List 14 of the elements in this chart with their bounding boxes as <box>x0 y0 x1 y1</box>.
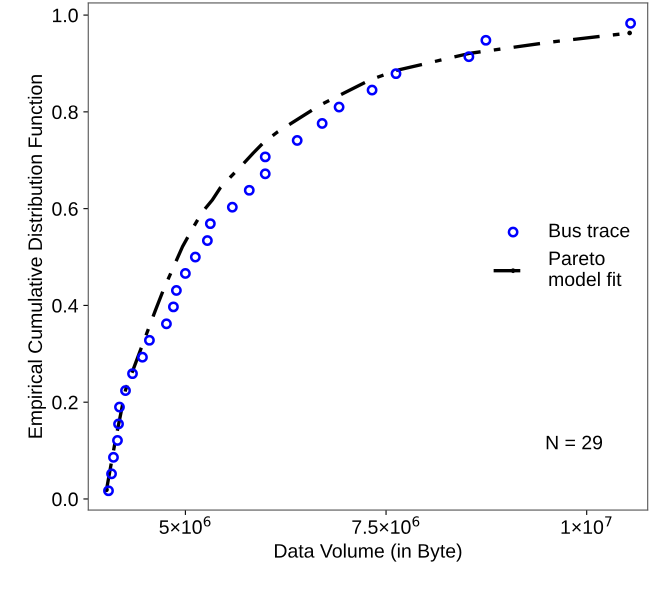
legend-label: Bus trace <box>550 224 630 238</box>
y-tick-label: 0.8 <box>52 105 78 120</box>
y-tick-label: 0.0 <box>52 492 78 506</box>
y-tick-label: 1.0 <box>52 8 78 22</box>
x-tick-label: 1×10$^{7}$ <box>562 516 612 534</box>
annotation: N = 29 <box>546 436 602 450</box>
y-axis-title: Empirical Cumulative Distribution Function <box>28 75 46 438</box>
y-tick-label: 0.4 <box>52 298 78 313</box>
y-tick-label: 0.6 <box>52 202 78 216</box>
x-axis-title: Data Volume (in Byte) <box>275 544 462 562</box>
x-tick-label: 5×10$^{6}$ <box>160 516 211 534</box>
x-tick-label: 7.5×10$^{6}$ <box>352 516 420 534</box>
legend-label: Pareto model fit <box>549 252 622 286</box>
y-tick-label: 0.2 <box>52 396 78 410</box>
